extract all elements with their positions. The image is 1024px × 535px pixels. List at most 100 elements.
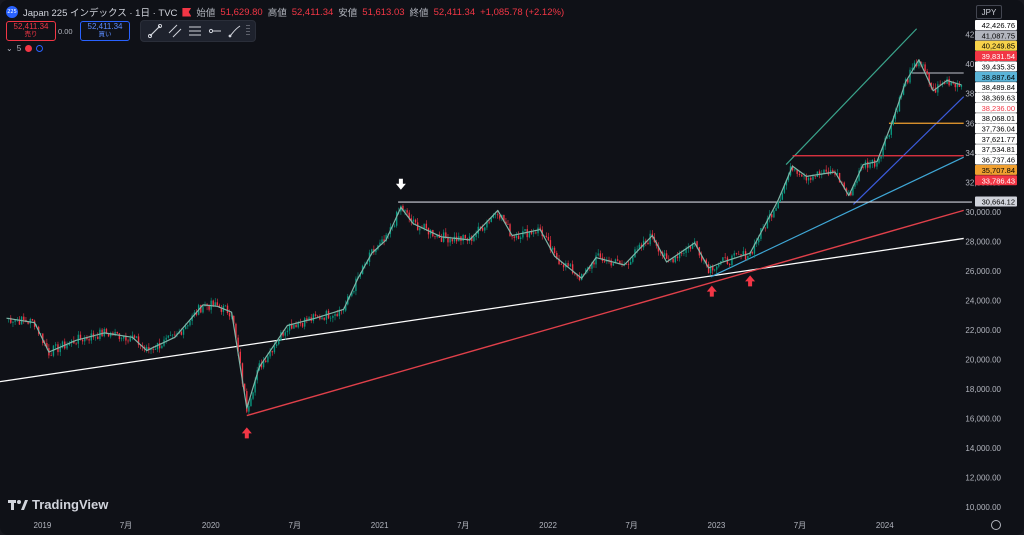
candle-body: [414, 219, 417, 223]
candle-body: [777, 201, 779, 209]
candle-body: [733, 253, 735, 256]
candle-body: [110, 332, 112, 337]
candle-body: [691, 243, 694, 249]
candle-body: [909, 69, 911, 83]
candle-body: [783, 185, 786, 193]
candle-body: [383, 239, 385, 242]
candle-body: [171, 334, 174, 336]
candle-body: [960, 84, 963, 87]
candle-body: [535, 232, 537, 234]
candle-body: [184, 326, 187, 330]
candle-body: [944, 82, 946, 84]
candle-body: [436, 234, 438, 237]
candle-body: [481, 227, 484, 231]
candle-body: [158, 343, 161, 349]
spread-value: 0.00: [58, 27, 73, 36]
candle-body: [486, 221, 488, 228]
candle-body: [520, 237, 522, 239]
price-tag-label: 42,426.76: [982, 21, 1015, 30]
candle-body: [475, 233, 477, 237]
sell-button[interactable]: 52,411.34 売り: [6, 21, 56, 41]
buy-price: 52,411.34: [87, 22, 123, 31]
candle-body: [246, 391, 248, 412]
candle-body: [301, 323, 304, 327]
candle-body: [928, 73, 930, 83]
candle-body: [814, 176, 816, 177]
candle-body: [129, 337, 131, 342]
price-tag-bg: [975, 102, 1017, 113]
red-up-arrow-icon: [241, 427, 252, 439]
candle-body: [812, 176, 814, 180]
y-tick-label: 30,000.00: [965, 208, 1001, 217]
candle-body: [852, 186, 854, 196]
candle-body: [148, 347, 150, 351]
symbol-title[interactable]: Japan 225 インデックス · 1日 · TVC: [23, 8, 178, 19]
candle-body: [68, 342, 71, 346]
link-dot-icon[interactable]: [36, 45, 44, 52]
buy-label: 買い: [98, 31, 112, 38]
candle-body: [547, 236, 550, 241]
candle-body: [451, 239, 454, 242]
buy-button[interactable]: 52,411.34 買い: [80, 21, 130, 41]
drag-handle-icon[interactable]: [246, 25, 250, 37]
fib-retracement-icon[interactable]: [186, 23, 204, 39]
candle-body: [612, 263, 615, 266]
open-label: 始値: [196, 8, 216, 19]
horizontal-ray-icon[interactable]: [206, 23, 224, 39]
candle-body: [880, 156, 882, 159]
brush-icon[interactable]: [226, 23, 244, 39]
candle-body: [55, 344, 57, 346]
chevron-down-icon[interactable]: ⌄: [6, 44, 13, 53]
candle-body: [751, 251, 753, 254]
price-tag-label: 33,786.43: [982, 176, 1015, 185]
candle-body: [299, 322, 302, 324]
price-tag-bg: [975, 154, 1017, 165]
candle-body: [950, 82, 952, 86]
candle-body: [271, 351, 273, 353]
gear-icon[interactable]: [991, 520, 1001, 530]
x-tick-label: 7月: [794, 521, 806, 530]
candle-body: [189, 320, 191, 326]
candle-body: [252, 392, 254, 399]
record-dot-icon[interactable]: [25, 45, 33, 52]
candle-body: [781, 192, 784, 200]
candle-body: [636, 248, 638, 250]
x-tick-label: 7月: [120, 521, 132, 530]
candle-body: [528, 231, 531, 238]
x-tick-label: 7月: [625, 521, 637, 530]
candle-body: [608, 259, 610, 261]
candle-body: [488, 221, 490, 223]
y-tick-label: 12,000.00: [965, 474, 1001, 483]
candle-body: [616, 259, 619, 261]
candle-body: [886, 137, 888, 139]
candle-body: [888, 134, 890, 138]
candle-body: [379, 242, 381, 246]
indicator-legend[interactable]: ⌄ 5: [6, 44, 44, 53]
candle-body: [956, 83, 959, 88]
candle-body: [619, 260, 621, 264]
candle-body: [735, 253, 738, 255]
candle-body: [233, 315, 235, 324]
price-tag-bg: [975, 196, 1017, 207]
candle-body: [94, 336, 97, 338]
currency-selector[interactable]: JPY: [976, 5, 1002, 19]
candle-body: [79, 334, 82, 340]
candle-body: [530, 231, 533, 234]
close-label: 終値: [409, 8, 429, 19]
candle-body: [581, 273, 583, 280]
trend-line-icon[interactable]: [146, 23, 164, 39]
parallel-channel-icon[interactable]: [166, 23, 184, 39]
price-tag-bg: [975, 61, 1017, 72]
candle-body: [718, 264, 720, 267]
candle-body: [854, 183, 856, 187]
flag-icon[interactable]: [182, 7, 192, 17]
price-tag-label: 39,831.54: [982, 52, 1015, 61]
candle-body: [306, 318, 308, 321]
candle-body: [123, 336, 125, 339]
symbol-logo[interactable]: 225: [6, 6, 18, 18]
candle-body: [674, 256, 676, 263]
candle-body: [88, 339, 90, 341]
candle-body: [884, 138, 886, 147]
